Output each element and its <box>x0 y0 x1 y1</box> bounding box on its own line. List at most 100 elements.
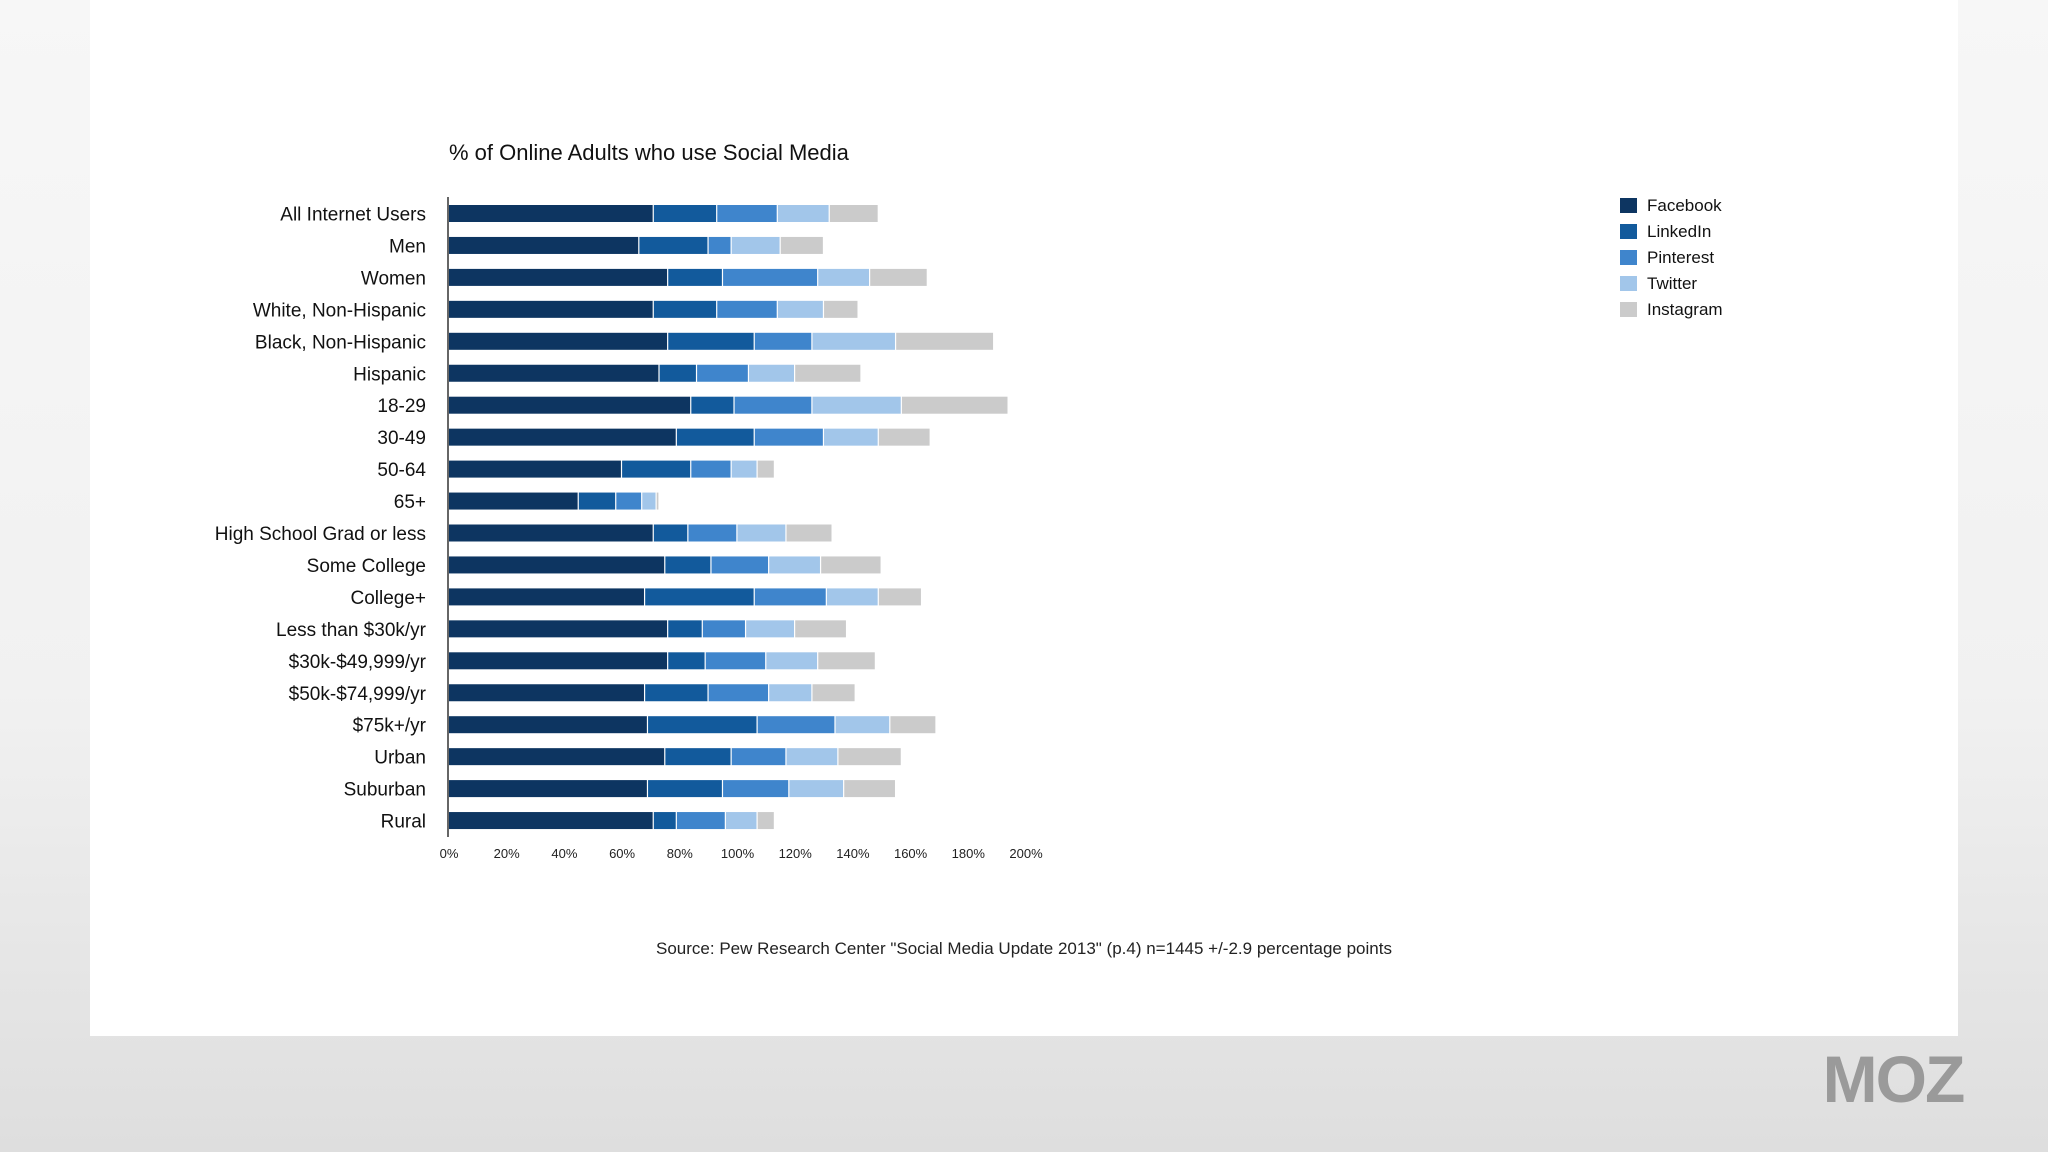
moz-logo-text: MOZ <box>1823 1042 1964 1116</box>
bar-linkedin <box>659 364 696 382</box>
bar-facebook <box>449 364 659 382</box>
bar-facebook <box>449 748 665 766</box>
bar-instagram <box>838 748 901 766</box>
bar-twitter <box>777 300 823 318</box>
bar-pinterest <box>705 652 766 670</box>
bar-instagram <box>878 588 921 606</box>
bar-linkedin <box>653 205 717 222</box>
bar-twitter <box>835 716 890 734</box>
bar-facebook <box>449 556 665 574</box>
bar-twitter <box>786 748 838 766</box>
category-label: Men <box>389 236 426 257</box>
bar-linkedin <box>668 332 754 350</box>
category-label: College+ <box>350 588 426 609</box>
bar-facebook <box>449 716 647 734</box>
bar-facebook <box>449 588 644 606</box>
legend-label-pinterest: Pinterest <box>1647 248 1714 267</box>
bar-pinterest <box>734 396 812 414</box>
category-label: $50k-$74,999/yr <box>289 684 427 705</box>
bar-linkedin <box>645 588 754 606</box>
bar-twitter <box>812 396 901 414</box>
category-label: Some College <box>307 556 426 577</box>
bar-pinterest <box>754 428 823 446</box>
x-tick-label: 180% <box>952 846 986 861</box>
bar-pinterest <box>754 588 826 606</box>
bar-pinterest <box>723 780 789 798</box>
bar-instagram <box>824 300 858 318</box>
bar-facebook <box>449 205 653 222</box>
x-tick-label: 0% <box>440 846 459 861</box>
bar-pinterest <box>708 684 769 702</box>
legend-label-twitter: Twitter <box>1647 274 1697 293</box>
bar-facebook <box>449 236 639 254</box>
bar-pinterest <box>708 236 731 254</box>
bar-pinterest <box>702 620 745 638</box>
bar-instagram <box>844 780 895 798</box>
bar-twitter <box>769 556 820 574</box>
legend-swatch-pinterest <box>1620 250 1637 265</box>
category-label: Suburban <box>344 780 426 801</box>
category-label: $30k-$49,999/yr <box>289 652 427 673</box>
bar-facebook <box>449 620 668 638</box>
legend-label-linkedin: LinkedIn <box>1647 222 1711 241</box>
x-tick-label: 200% <box>1009 846 1043 861</box>
bar-pinterest <box>757 716 835 734</box>
bar-twitter <box>642 492 656 510</box>
bar-twitter <box>812 332 895 350</box>
x-tick-label: 140% <box>836 846 870 861</box>
bar-linkedin <box>639 236 708 254</box>
bar-twitter <box>789 780 844 798</box>
bar-linkedin <box>665 556 711 574</box>
bar-linkedin <box>676 428 754 446</box>
x-tick-label: 60% <box>609 846 635 861</box>
legend-swatch-linkedin <box>1620 224 1637 239</box>
source-note: Source: Pew Research Center "Social Medi… <box>656 939 1392 958</box>
x-tick-label: 160% <box>894 846 928 861</box>
slide: % of Online Adults who use Social Media A… <box>90 0 1958 1036</box>
bar-twitter <box>824 428 878 446</box>
bar-twitter <box>826 588 878 606</box>
category-label: Hispanic <box>353 364 426 385</box>
bar-linkedin <box>668 620 702 638</box>
legend-swatch-facebook <box>1620 198 1637 213</box>
category-label: 65+ <box>394 492 426 513</box>
bar-instagram <box>656 492 659 510</box>
bar-pinterest <box>676 812 725 830</box>
bar-facebook <box>449 492 578 510</box>
bar-instagram <box>901 396 1008 414</box>
bar-linkedin <box>691 396 734 414</box>
bar-facebook <box>449 524 653 542</box>
bar-facebook <box>449 300 653 318</box>
bar-facebook <box>449 396 691 414</box>
bar-instagram <box>821 556 881 574</box>
legend-label-facebook: Facebook <box>1647 196 1722 215</box>
category-label: 18-29 <box>377 396 426 417</box>
bar-linkedin <box>653 812 676 830</box>
bar-instagram <box>829 205 878 222</box>
bar-instagram <box>786 524 832 542</box>
chart-title: % of Online Adults who use Social Media <box>449 140 850 165</box>
bar-twitter <box>769 684 812 702</box>
bar-linkedin <box>645 684 708 702</box>
bar-pinterest <box>697 364 748 382</box>
bar-twitter <box>725 812 757 830</box>
category-label: All Internet Users <box>280 205 426 226</box>
bar-pinterest <box>688 524 737 542</box>
bar-instagram <box>878 428 930 446</box>
bar-pinterest <box>731 748 786 766</box>
category-label: Less than $30k/yr <box>276 620 427 641</box>
x-tick-label: 20% <box>494 846 520 861</box>
bar-instagram <box>870 268 927 286</box>
bar-pinterest <box>717 205 777 222</box>
bar-twitter <box>818 268 870 286</box>
social-media-chart: % of Online Adults who use Social Media A… <box>215 140 1723 958</box>
legend-swatch-twitter <box>1620 276 1637 291</box>
x-tick-label: 80% <box>667 846 693 861</box>
bar-instagram <box>812 684 855 702</box>
bar-linkedin <box>648 780 722 798</box>
bar-linkedin <box>653 524 688 542</box>
bar-twitter <box>746 620 794 638</box>
bar-twitter <box>731 236 780 254</box>
x-tick-label: 120% <box>779 846 813 861</box>
category-label: Black, Non-Hispanic <box>255 332 426 353</box>
